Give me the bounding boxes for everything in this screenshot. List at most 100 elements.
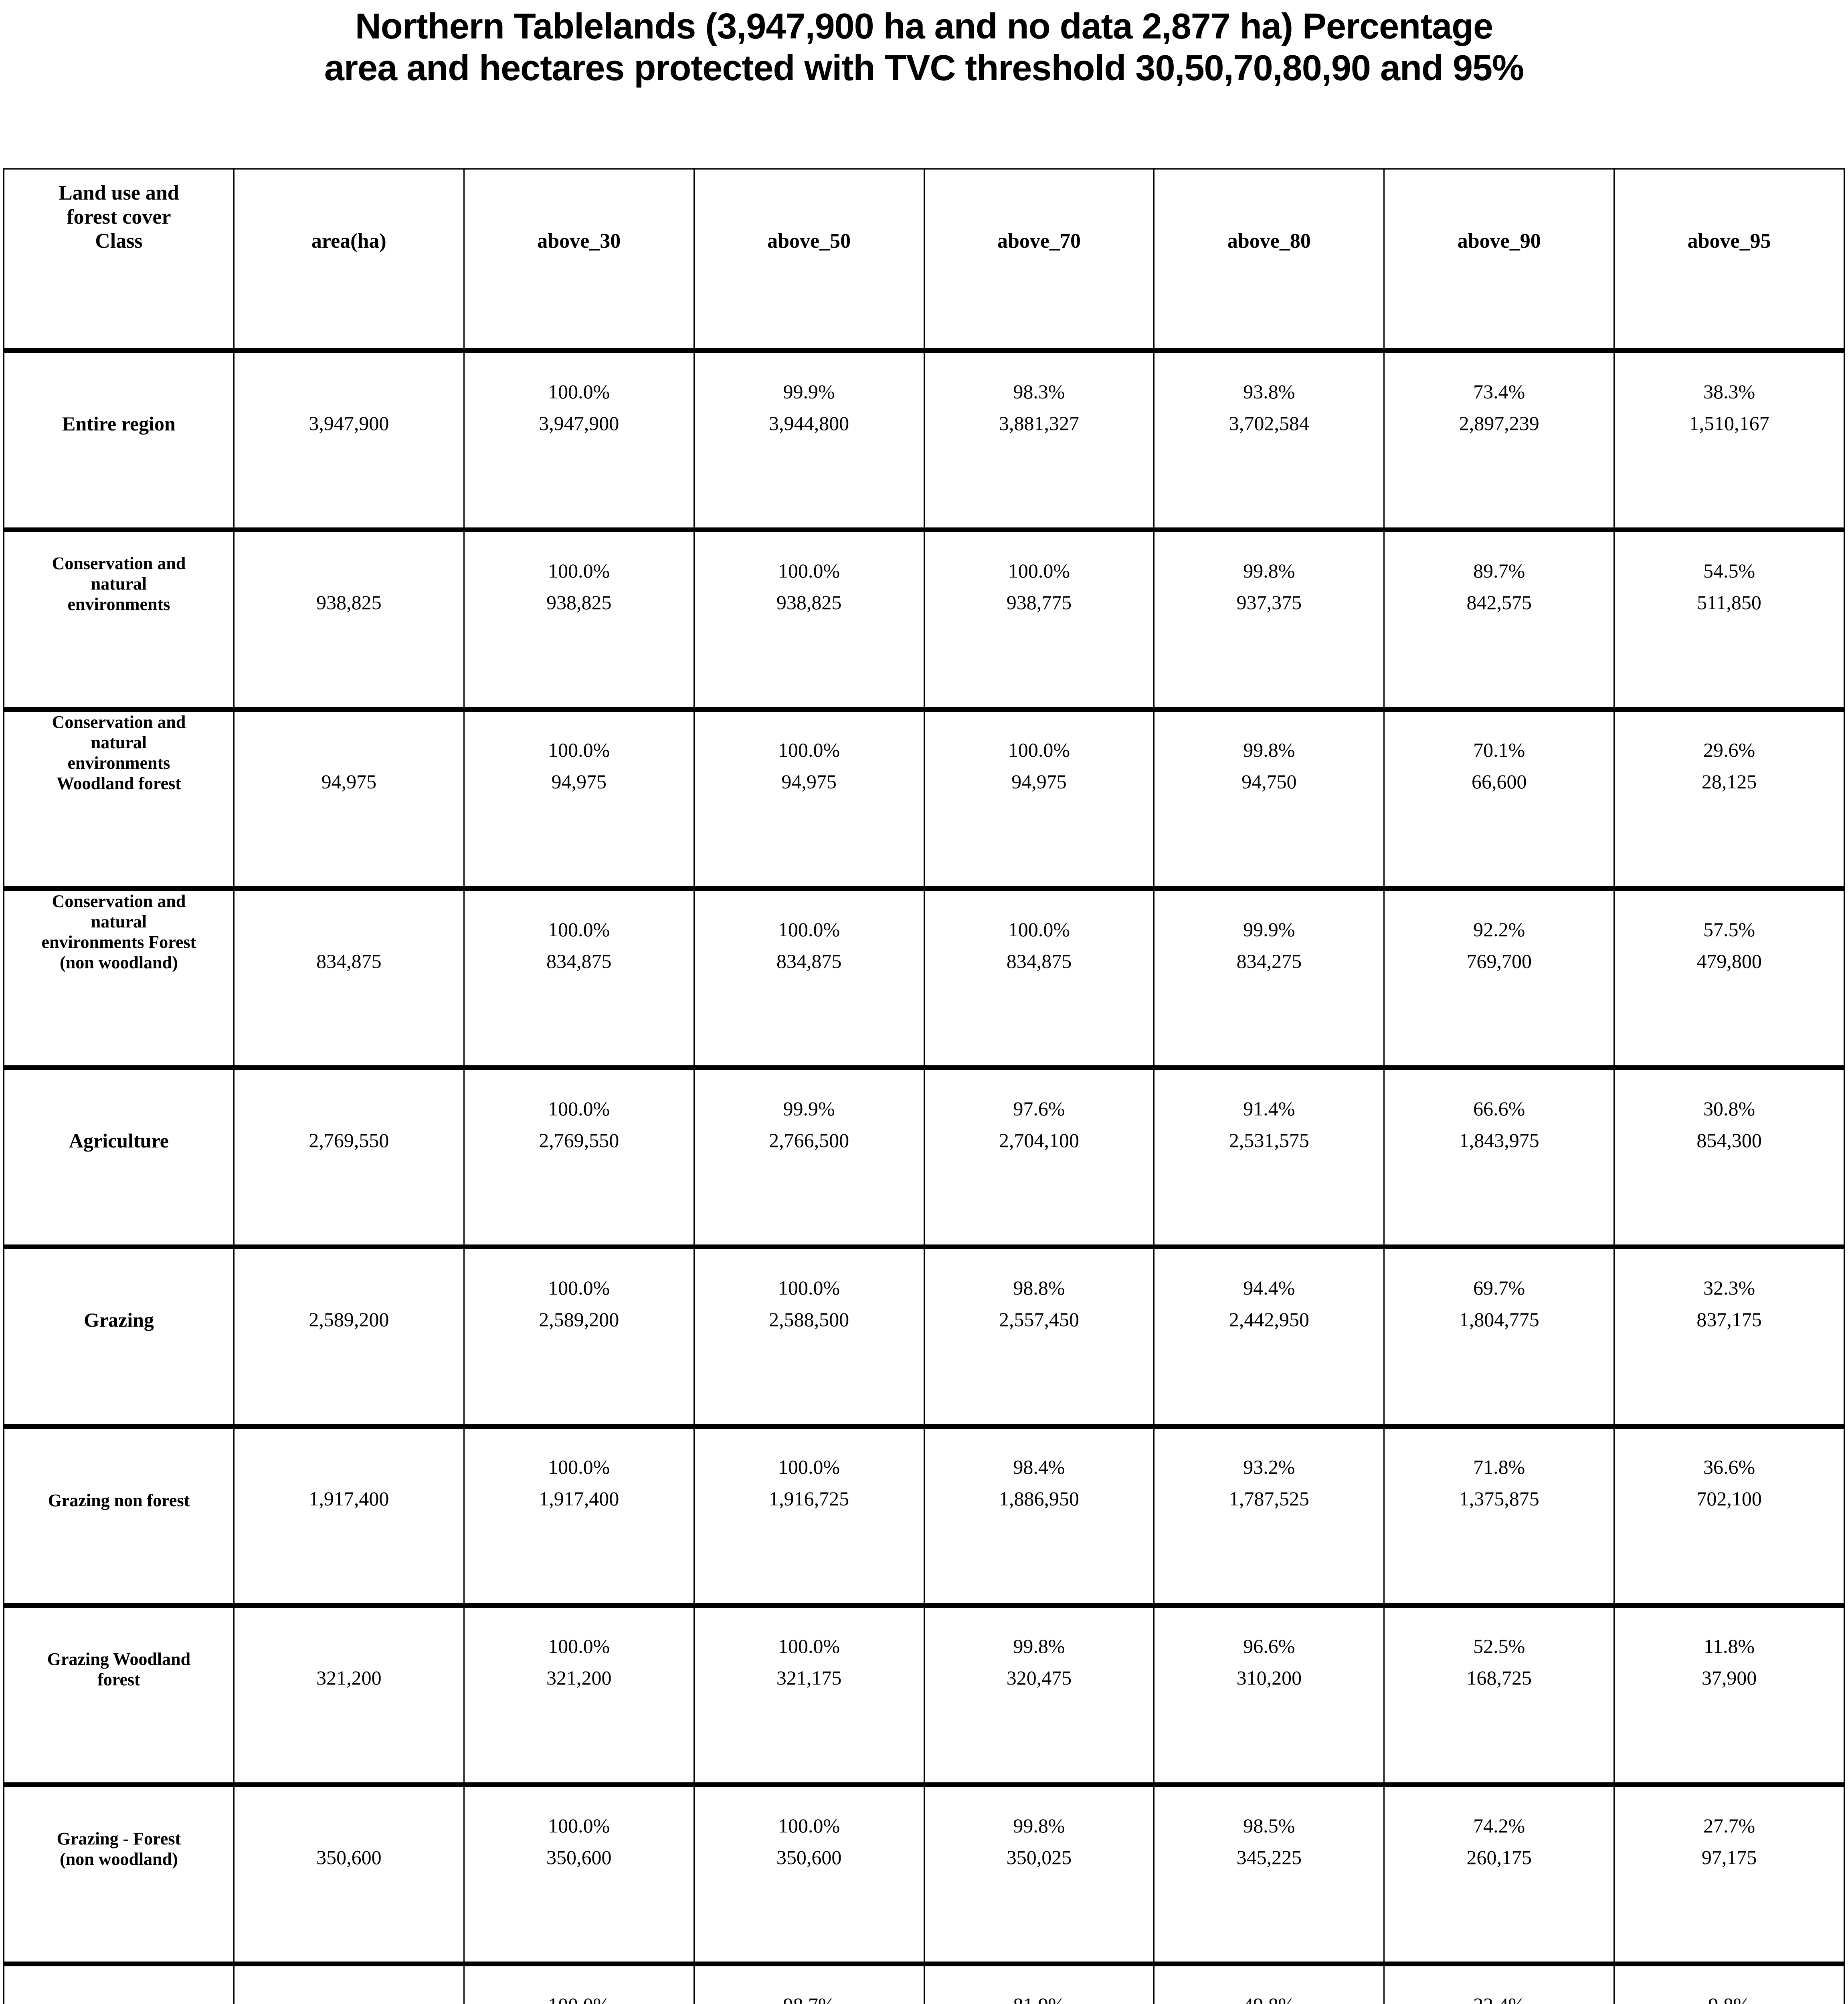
hectares-value: 834,275 <box>1236 949 1302 972</box>
threshold-block: 36.6% 702,100 <box>1616 1455 1842 1511</box>
area-value: 94,975 <box>321 770 377 793</box>
threshold-cell: 98.3% 3,881,327 <box>923 348 1154 530</box>
row-label-cell: Cropping <box>4 1962 234 2004</box>
hectares-value: 1,804,775 <box>1459 1308 1539 1331</box>
area-value: 1,917,400 <box>309 1487 389 1510</box>
hectares-value: 1,510,167 <box>1689 412 1769 434</box>
threshold-cell: 99.8% 320,475 <box>923 1603 1154 1785</box>
threshold-block: 97.6% 2,704,100 <box>926 1097 1152 1152</box>
threshold-block: 100.0% 938,825 <box>696 559 922 614</box>
threshold-block: 100.0% 2,769,550 <box>466 1097 692 1152</box>
threshold-block: 30.8% 854,300 <box>1616 1097 1842 1152</box>
threshold-cell: 100.0% 2,588,500 <box>693 1244 924 1426</box>
threshold-block: 99.9% 834,275 <box>1156 918 1382 973</box>
percent-value: 11.8% <box>1703 1635 1755 1658</box>
hectares-value: 94,750 <box>1241 770 1297 793</box>
column-header-class: Land use and forest cover Class <box>4 169 234 351</box>
hectares-value: 3,702,584 <box>1229 412 1309 434</box>
hectares-value: 3,881,327 <box>999 412 1079 434</box>
row-label-block: Grazing non forest <box>6 1490 232 1511</box>
area-cell: 350,600 <box>233 1782 464 1964</box>
threshold-cell: 100.0% 94,975 <box>463 707 694 889</box>
threshold-cell: 99.8% 937,375 <box>1153 527 1384 709</box>
threshold-cell: 93.2% 1,787,525 <box>1153 1424 1384 1606</box>
percent-value: 100.0% <box>1008 918 1070 941</box>
percent-value: 100.0% <box>778 560 840 582</box>
threshold-block: 100.0% 321,200 <box>466 1634 692 1690</box>
hectares-value: 66,600 <box>1471 770 1527 793</box>
threshold-block: 71.8% 1,375,875 <box>1386 1455 1612 1511</box>
threshold-block: 66.6% 1,843,975 <box>1386 1097 1612 1152</box>
row-label: Agriculture <box>69 1129 169 1152</box>
threshold-block: 52.5% 168,725 <box>1386 1634 1612 1690</box>
hectares-value: 834,875 <box>776 949 842 972</box>
percent-value: 100.0% <box>548 1814 610 1837</box>
hectares-value: 2,531,575 <box>1229 1129 1309 1151</box>
threshold-cell: 99.9% 834,275 <box>1153 886 1384 1068</box>
threshold-cell: 89.7% 842,575 <box>1383 527 1614 709</box>
threshold-cell: 100.0% 350,600 <box>463 1782 694 1964</box>
hectares-value: 2,588,500 <box>769 1308 849 1331</box>
column-header-label: Land use and forest cover Class <box>59 181 179 253</box>
percent-value: 91.4% <box>1243 1097 1295 1120</box>
percent-value: 22.4% <box>1386 1993 1612 2004</box>
percent-value: 98.7% <box>696 1993 922 2004</box>
column-header-text: above_95 <box>1687 230 1771 253</box>
threshold-block: 99.9% 2,766,500 <box>696 1097 922 1152</box>
threshold-block: 100.0% 94,975 <box>926 738 1152 794</box>
threshold-cell: 100.0% 834,875 <box>923 886 1154 1068</box>
hectares-value: 938,825 <box>546 591 612 614</box>
column-header: area(ha) <box>233 169 464 351</box>
threshold-cell: 52.5% 168,725 <box>1383 1603 1614 1785</box>
area-cell: 172,625 <box>233 1962 464 2004</box>
threshold-block: 99.8% 94,750 <box>1156 738 1382 794</box>
hectares-value: 1,916,725 <box>769 1487 849 1510</box>
threshold-block: 100.0% 2,588,500 <box>696 1276 922 1331</box>
percent-value: 73.4% <box>1473 380 1525 403</box>
percent-value: 100.0% <box>548 1276 610 1299</box>
threshold-block: 92.2% 769,700 <box>1386 918 1612 973</box>
percent-value: 27.7% <box>1703 1814 1755 1837</box>
percent-value: 99.9% <box>783 380 835 403</box>
column-header: above_80 <box>1153 169 1384 351</box>
hectares-value: 2,769,550 <box>539 1129 619 1151</box>
column-header-text: Land use and forest cover Class <box>6 181 232 254</box>
percent-value: 100.0% <box>548 1635 610 1658</box>
hectares-value: 94,975 <box>551 770 607 793</box>
area-value: 321,200 <box>316 1667 382 1689</box>
threshold-block: 81.9%141,450 <box>926 1993 1152 2004</box>
hectares-value: 168,725 <box>1466 1667 1532 1689</box>
area-cell: 834,875 <box>233 886 464 1068</box>
percent-value: 100.0% <box>1008 560 1070 582</box>
row-label-block: Agriculture <box>6 1129 232 1152</box>
threshold-block: 70.1% 66,600 <box>1386 738 1612 794</box>
table-row: Grazing - Forest (non woodland) 350,600 10… <box>4 1782 1844 1964</box>
threshold-block: 100.0% 3,947,900 <box>466 380 692 435</box>
row-label: Conservation and natural environments <box>52 553 186 614</box>
row-label-cell: Agriculture <box>4 1065 234 1247</box>
percent-value: 100.0% <box>778 1814 840 1837</box>
area-value: 834,875 <box>316 949 382 972</box>
percent-value: 98.4% <box>1013 1456 1065 1479</box>
hectares-value: 511,850 <box>1697 591 1761 614</box>
hectares-value: 937,375 <box>1236 591 1302 614</box>
threshold-cell: 92.2% 769,700 <box>1383 886 1614 1068</box>
row-label-block: Conservation and natural environments Wo… <box>6 712 232 794</box>
threshold-cell: 98.8% 2,557,450 <box>923 1244 1154 1426</box>
threshold-block: 91.4% 2,531,575 <box>1156 1097 1382 1152</box>
percent-value: 30.8% <box>1703 1097 1755 1120</box>
threshold-block: 69.7% 1,804,775 <box>1386 1276 1612 1331</box>
hectares-value: 938,825 <box>776 591 842 614</box>
threshold-block: 99.8% 350,025 <box>926 1814 1152 1869</box>
threshold-block: 89.7% 842,575 <box>1386 559 1612 614</box>
threshold-block: 11.8% 37,900 <box>1616 1634 1842 1690</box>
threshold-cell: 96.6% 310,200 <box>1153 1603 1384 1785</box>
threshold-cell: 98.7%170,375 <box>693 1962 924 2004</box>
threshold-cell: 100.0% 2,769,550 <box>463 1065 694 1247</box>
threshold-block: 100.0% 834,875 <box>926 918 1152 973</box>
percent-value: 96.6% <box>1243 1635 1295 1658</box>
threshold-cell: 100.0% 938,825 <box>693 527 924 709</box>
hectares-value: 702,100 <box>1696 1487 1762 1510</box>
threshold-cell: 99.9% 2,766,500 <box>693 1065 924 1247</box>
